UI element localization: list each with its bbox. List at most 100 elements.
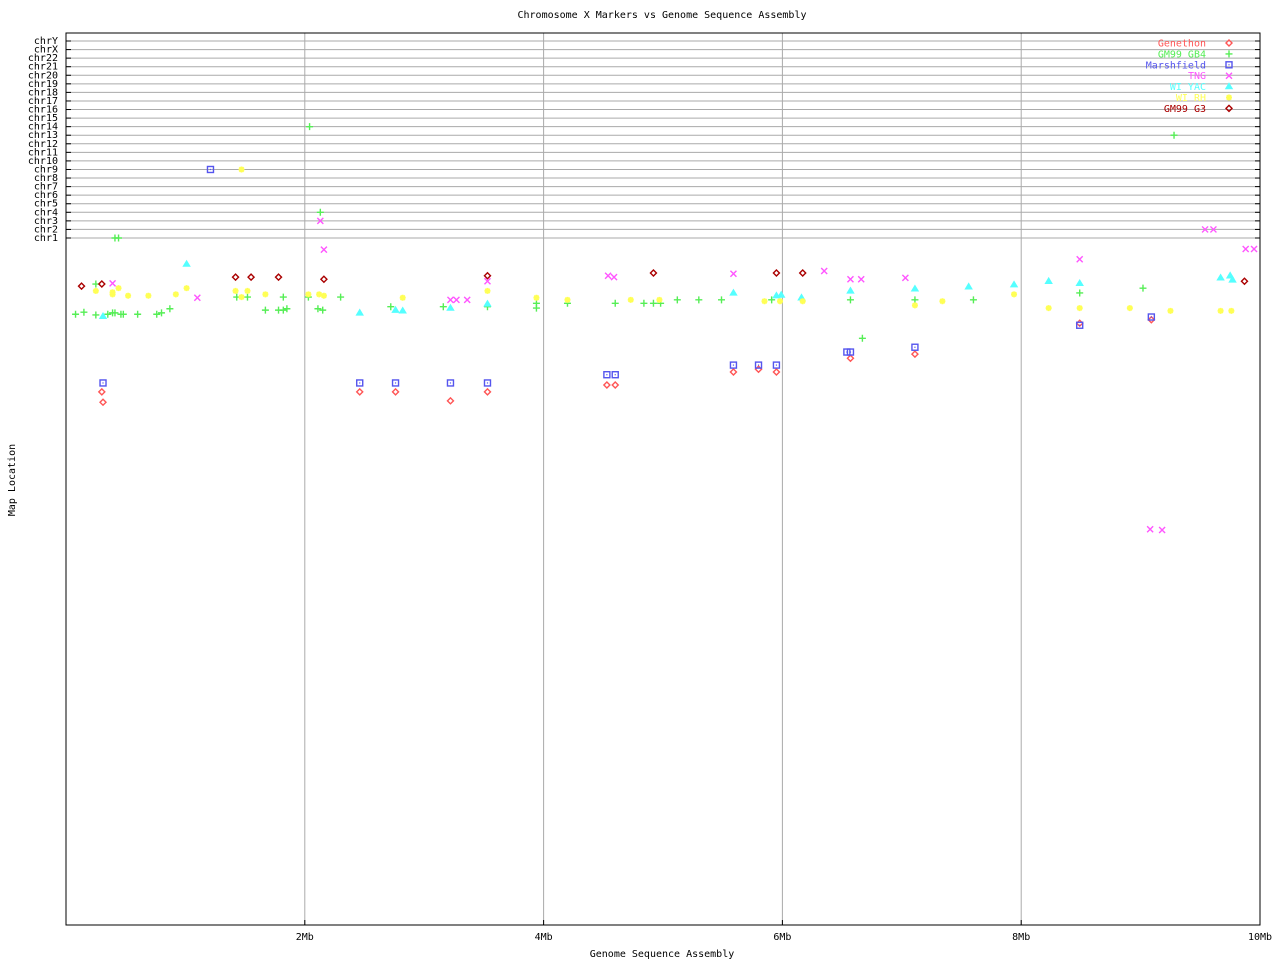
star-mark xyxy=(1228,307,1235,314)
plus-mark xyxy=(104,310,112,318)
star-mark xyxy=(911,302,918,309)
data-point xyxy=(446,379,455,387)
y-tick-label: chr2 xyxy=(34,224,58,235)
y-tick-label: chr18 xyxy=(28,87,58,98)
data-point xyxy=(611,381,620,390)
cross-mark xyxy=(846,275,854,283)
cross-mark xyxy=(1201,225,1209,233)
data-point xyxy=(399,294,406,301)
y-tick-label: chr17 xyxy=(28,96,58,107)
data-point xyxy=(901,274,909,282)
data-point xyxy=(109,291,116,298)
plus-mark xyxy=(279,306,287,314)
plus-mark xyxy=(92,311,100,319)
data-point xyxy=(355,308,364,316)
y-tick-label: chr4 xyxy=(34,207,58,218)
data-point xyxy=(99,398,108,407)
data-point xyxy=(1076,289,1084,297)
square-dot xyxy=(1150,316,1152,318)
data-point xyxy=(319,306,327,314)
star-mark xyxy=(799,298,806,305)
data-point xyxy=(777,298,784,305)
plus-mark xyxy=(243,293,251,301)
cross-mark xyxy=(1209,225,1217,233)
data-point xyxy=(1075,278,1084,287)
y-tick-label: chr10 xyxy=(28,156,58,167)
triangle-mark xyxy=(1009,280,1019,288)
diamond-mark xyxy=(483,271,492,280)
triangle-mark xyxy=(355,308,364,316)
triangle-mark xyxy=(1044,276,1053,284)
y-tick-label: chr19 xyxy=(28,79,58,90)
square-mark xyxy=(446,379,455,387)
data-point xyxy=(799,298,806,305)
legend-marker xyxy=(1225,50,1233,58)
data-point xyxy=(446,396,455,405)
data-point xyxy=(846,354,855,363)
triangle-mark xyxy=(846,286,855,294)
data-point xyxy=(182,259,191,267)
diamond-mark xyxy=(1225,104,1233,113)
star-mark xyxy=(262,291,269,298)
series-marshfield xyxy=(99,165,1156,387)
data-point xyxy=(729,361,738,369)
diamond-mark xyxy=(97,280,106,289)
data-point xyxy=(316,208,324,216)
square-dot xyxy=(359,382,361,384)
data-point xyxy=(1139,284,1147,292)
cross-mark xyxy=(109,279,117,287)
star-mark xyxy=(92,287,99,294)
star-mark xyxy=(761,298,768,305)
data-point xyxy=(243,293,251,301)
y-tick-label: chr12 xyxy=(28,139,58,150)
y-tick-label: chrX xyxy=(34,45,58,56)
square-mark xyxy=(356,379,364,387)
data-point xyxy=(656,296,663,303)
plus-mark xyxy=(158,309,166,317)
data-point xyxy=(533,294,540,301)
legend-marker xyxy=(1225,72,1233,80)
data-point xyxy=(1147,315,1156,324)
data-point xyxy=(314,305,322,313)
data-point xyxy=(729,367,738,376)
plus-mark xyxy=(1225,50,1233,58)
data-point xyxy=(483,271,492,280)
data-point xyxy=(846,286,855,294)
data-point xyxy=(279,306,287,314)
cross-mark xyxy=(1250,245,1258,253)
series-genethon xyxy=(97,315,1156,407)
plus-mark xyxy=(319,306,327,314)
triangle-mark xyxy=(776,290,786,298)
plus-mark xyxy=(858,334,866,342)
x-tick-label: 10Mb xyxy=(1248,932,1272,943)
data-point xyxy=(391,387,400,396)
chart-title: Chromosome X Markers vs Genome Sequence … xyxy=(518,10,807,21)
cross-mark xyxy=(1158,526,1166,534)
data-point xyxy=(320,246,328,254)
grid xyxy=(66,33,1260,925)
plus-mark xyxy=(695,296,703,304)
data-point xyxy=(183,285,190,292)
data-point xyxy=(1170,131,1178,139)
diamond-mark xyxy=(483,387,492,396)
data-point xyxy=(857,275,865,283)
square-dot xyxy=(606,374,608,376)
square-mark xyxy=(772,361,781,369)
plus-mark xyxy=(306,123,314,131)
data-point xyxy=(80,308,88,316)
star-mark xyxy=(115,285,122,292)
plus-mark xyxy=(279,293,287,301)
plus-mark xyxy=(261,306,269,314)
y-tick-label: chr11 xyxy=(28,147,58,158)
triangle-mark xyxy=(483,299,492,307)
data-point xyxy=(119,310,127,318)
series-wi-rh xyxy=(92,166,1235,314)
legend-label: TNG xyxy=(1188,71,1206,82)
series-gm99-g3 xyxy=(77,269,1249,291)
data-point xyxy=(115,285,122,292)
diamond-mark xyxy=(611,381,620,390)
data-point xyxy=(238,294,245,301)
cross-mark xyxy=(483,277,491,285)
data-point xyxy=(1044,276,1053,284)
